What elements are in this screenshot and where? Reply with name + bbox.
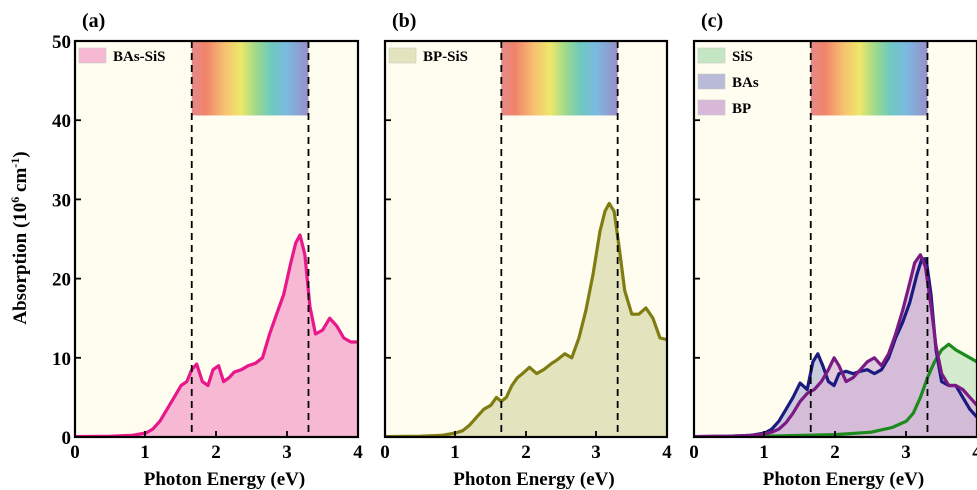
y-tick-label: 40 (52, 111, 71, 132)
series-line-bp (694, 253, 977, 437)
x-tick-label: 0 (380, 442, 390, 463)
x-tick-label: 2 (830, 442, 840, 463)
panel-b: BP-SiS 0 1 2 3 4 (b) Photon Energy (eV) (380, 10, 672, 490)
legend-swatch-bas-sis (78, 47, 107, 64)
series-group (75, 233, 358, 437)
x-tick-label: 2 (211, 442, 221, 463)
x-tick-label: 0 (689, 442, 699, 463)
visible-spectrum-bar (191, 41, 309, 116)
panel-label: (c) (701, 10, 723, 32)
legend-swatch-sis (697, 47, 726, 64)
panel-c: SiS BAs BP 0 1 2 3 4 (c) Photon Energy (eV) (689, 10, 977, 490)
panel-label: (b) (392, 10, 416, 32)
legend-swatch-bas (697, 73, 726, 90)
x-tick-label: 3 (591, 442, 601, 463)
series-group (385, 201, 667, 437)
series-line-bp-sis (385, 201, 667, 437)
visible-spectrum-bar (810, 41, 928, 116)
x-tick-label: 4 (662, 442, 672, 463)
panel-label: (a) (82, 10, 105, 32)
x-tick-label: 1 (140, 442, 150, 463)
x-tick-label: 1 (759, 442, 769, 463)
x-tick-label: 3 (282, 442, 292, 463)
x-tick-label: 2 (521, 442, 531, 463)
y-tick-label: 30 (52, 190, 71, 211)
x-axis-label: Photon Energy (eV) (144, 469, 305, 490)
legend-label-bp-sis: BP-SiS (423, 49, 468, 65)
legend-label-bas-sis: BAs-SiS (113, 49, 166, 65)
visible-spectrum-bar (501, 41, 618, 116)
legend-swatch-bp-sis (388, 47, 417, 64)
x-tick-label: 0 (70, 442, 80, 463)
y-axis-label: Absorption (106 cm-1) (8, 151, 31, 324)
series-line-bas-sis (75, 233, 358, 437)
y-tick-label: 20 (52, 270, 71, 291)
legend-label-bas: BAs (732, 75, 759, 91)
x-axis-label: Photon Energy (eV) (763, 469, 924, 490)
x-axis-label: Photon Energy (eV) (453, 469, 614, 490)
y-tick-label: 0 (62, 428, 72, 449)
y-tick-label: 50 (52, 32, 71, 53)
x-tick-label: 1 (450, 442, 460, 463)
legend-swatch-bp (697, 99, 726, 116)
x-tick-label: 3 (901, 442, 911, 463)
x-tick-label: 4 (972, 442, 977, 463)
series-group (694, 253, 977, 437)
legend-label-bp: BP (732, 101, 751, 117)
y-tick-label: 10 (52, 349, 71, 370)
x-tick-label: 4 (353, 442, 363, 463)
legend-label-sis: SiS (732, 49, 753, 65)
